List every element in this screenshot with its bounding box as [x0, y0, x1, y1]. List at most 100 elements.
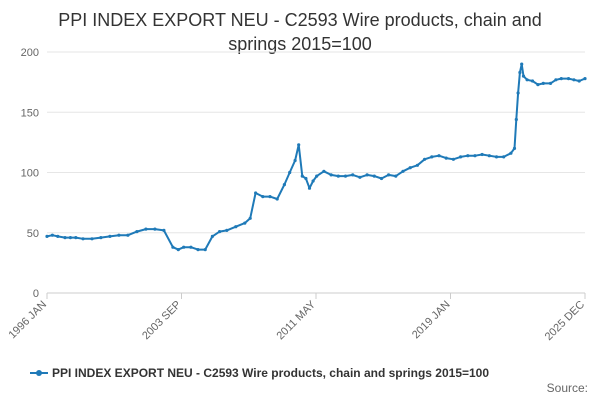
- data-point[interactable]: [144, 227, 148, 231]
- data-point[interactable]: [487, 154, 491, 158]
- data-point[interactable]: [351, 173, 355, 177]
- data-point[interactable]: [516, 91, 520, 95]
- data-point[interactable]: [315, 174, 319, 178]
- data-point[interactable]: [502, 155, 506, 159]
- data-point[interactable]: [248, 216, 252, 220]
- data-point[interactable]: [451, 157, 455, 161]
- data-point[interactable]: [203, 248, 207, 252]
- data-point[interactable]: [437, 154, 441, 158]
- data-point[interactable]: [512, 146, 517, 150]
- y-tick-label: 100: [21, 168, 39, 180]
- data-point[interactable]: [379, 176, 384, 181]
- data-point[interactable]: [135, 230, 139, 234]
- data-point[interactable]: [275, 197, 279, 201]
- y-tick-label: 0: [33, 288, 39, 300]
- data-point[interactable]: [196, 248, 200, 252]
- data-point[interactable]: [459, 155, 463, 159]
- y-tick-label: 200: [21, 47, 39, 59]
- data-point[interactable]: [68, 236, 72, 240]
- data-point[interactable]: [566, 77, 571, 81]
- data-point[interactable]: [401, 169, 405, 173]
- data-point[interactable]: [518, 70, 522, 75]
- data-point[interactable]: [218, 230, 222, 234]
- data-point[interactable]: [81, 237, 85, 241]
- data-point[interactable]: [494, 155, 499, 159]
- data-point[interactable]: [322, 169, 326, 173]
- data-point[interactable]: [162, 228, 166, 232]
- legend[interactable]: PPI INDEX EXPORT NEU - C2593 Wire produc…: [30, 364, 489, 382]
- data-point[interactable]: [525, 78, 529, 82]
- data-point[interactable]: [63, 236, 67, 240]
- x-axis: 1996 JAN 2003 SEP 2011 MAY 2019 JAN 2025 DEC: [6, 293, 587, 343]
- data-point[interactable]: [50, 233, 55, 237]
- data-point[interactable]: [430, 155, 434, 159]
- data-point[interactable]: [117, 233, 121, 237]
- data-point[interactable]: [466, 154, 470, 158]
- data-point[interactable]: [577, 79, 581, 83]
- data-point[interactable]: [171, 245, 175, 249]
- data-point[interactable]: [234, 225, 238, 229]
- data-point[interactable]: [520, 62, 524, 66]
- data-point[interactable]: [444, 156, 448, 160]
- data-point[interactable]: [74, 236, 78, 240]
- data-point[interactable]: [572, 78, 576, 82]
- data-point[interactable]: [358, 175, 362, 179]
- data-point[interactable]: [343, 174, 348, 178]
- data-point[interactable]: [423, 157, 427, 161]
- data-point[interactable]: [182, 245, 186, 249]
- chart-title: PPI INDEX EXPORT NEU - C2593 Wire produc…: [0, 8, 600, 56]
- data-point[interactable]: [548, 81, 553, 85]
- data-point[interactable]: [108, 234, 112, 238]
- data-point[interactable]: [297, 143, 301, 147]
- data-point[interactable]: [536, 83, 540, 87]
- x-tick-label: 2019 JAN: [410, 299, 453, 342]
- data-point[interactable]: [304, 176, 308, 181]
- data-point[interactable]: [514, 117, 518, 122]
- data-point[interactable]: [554, 78, 558, 82]
- data-point[interactable]: [225, 228, 229, 232]
- data-point[interactable]: [282, 183, 286, 187]
- data-point[interactable]: [408, 166, 412, 170]
- data-point[interactable]: [153, 227, 157, 231]
- data-point[interactable]: [541, 81, 545, 85]
- series-layer: [45, 62, 587, 252]
- data-point[interactable]: [189, 245, 193, 249]
- source-label: Source:: [546, 381, 588, 395]
- data-point[interactable]: [480, 152, 484, 157]
- y-axis: 0 50 100 150 200: [21, 47, 39, 300]
- data-point[interactable]: [210, 234, 214, 238]
- legend-label: PPI INDEX EXPORT NEU - C2593 Wire produc…: [52, 366, 490, 380]
- data-point[interactable]: [99, 236, 103, 240]
- data-point[interactable]: [288, 170, 292, 175]
- data-point[interactable]: [473, 154, 477, 158]
- data-point[interactable]: [307, 186, 312, 190]
- data-point[interactable]: [365, 173, 369, 177]
- data-point[interactable]: [415, 163, 419, 167]
- data-point[interactable]: [176, 248, 180, 252]
- data-point[interactable]: [394, 174, 398, 178]
- data-point[interactable]: [90, 237, 94, 241]
- data-point[interactable]: [530, 79, 535, 83]
- data-point[interactable]: [387, 173, 391, 177]
- data-point[interactable]: [254, 191, 258, 195]
- data-point[interactable]: [261, 195, 265, 199]
- data-point[interactable]: [329, 173, 333, 177]
- data-point[interactable]: [311, 179, 315, 183]
- data-point[interactable]: [45, 234, 49, 238]
- data-point[interactable]: [268, 195, 272, 199]
- data-point[interactable]: [293, 158, 297, 163]
- data-point[interactable]: [336, 174, 340, 178]
- y-tick-label: 150: [21, 107, 39, 119]
- data-point[interactable]: [56, 234, 60, 238]
- data-point[interactable]: [521, 74, 526, 78]
- data-point[interactable]: [372, 174, 376, 178]
- x-tick-label: 1996 JAN: [6, 299, 49, 342]
- x-tick-label: 2003 SEP: [140, 299, 184, 343]
- data-point[interactable]: [300, 174, 304, 178]
- data-point[interactable]: [583, 77, 587, 81]
- data-point[interactable]: [559, 77, 563, 81]
- data-point[interactable]: [243, 221, 247, 225]
- data-point[interactable]: [126, 233, 130, 237]
- data-point[interactable]: [509, 151, 513, 155]
